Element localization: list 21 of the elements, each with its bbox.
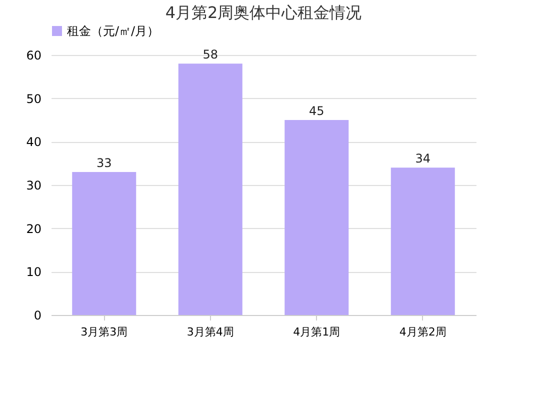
data-label: 45 [308, 104, 324, 118]
bar [72, 172, 136, 315]
x-tick-label: 4月第1周 [293, 326, 340, 338]
bar [178, 64, 242, 315]
x-tick-label: 3月第3周 [80, 326, 128, 338]
y-tick-label: 0 [34, 308, 42, 322]
data-label: 34 [415, 152, 431, 166]
y-tick-label: 30 [26, 178, 42, 192]
y-tick-label: 20 [26, 222, 42, 236]
x-tick-label: 4月第2周 [399, 326, 446, 338]
x-tick-label: 3月第4周 [186, 326, 234, 338]
data-label: 33 [96, 156, 112, 170]
legend-label: 租金（元/㎡/月） [67, 24, 160, 38]
bar [390, 168, 455, 315]
y-tick-label: 10 [26, 265, 42, 280]
y-tick-label: 60 [26, 48, 42, 62]
chart-title: 4月第2周奥体中心租金情况 [165, 3, 362, 22]
bar [284, 120, 349, 315]
y-tick-label: 50 [26, 92, 42, 106]
data-label: 58 [202, 48, 218, 62]
y-tick-label: 40 [26, 135, 42, 150]
